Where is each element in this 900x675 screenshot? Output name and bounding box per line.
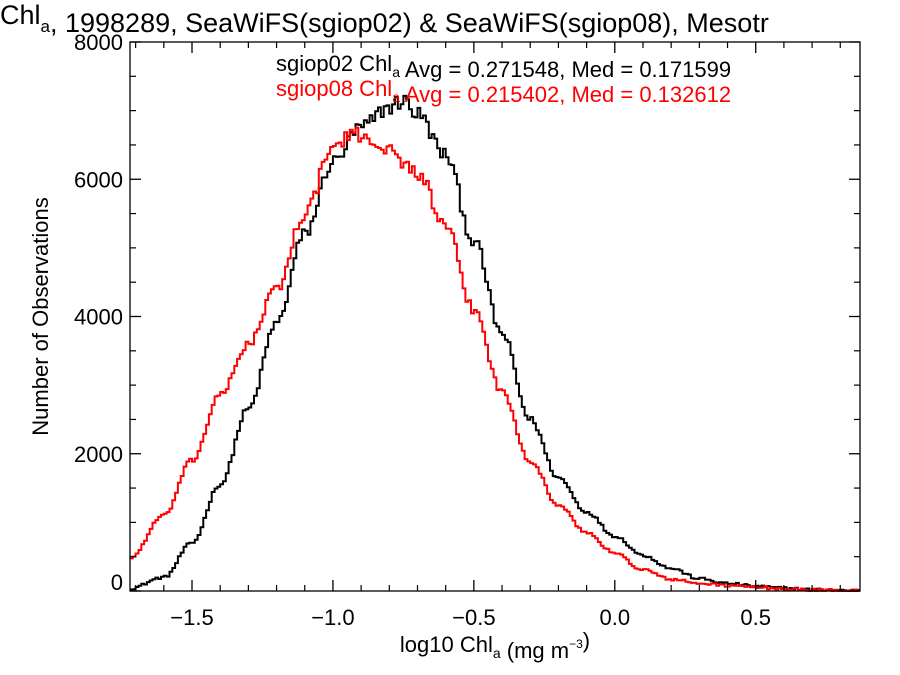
x-tick-label: −1.0 [311, 605, 354, 630]
x-axis-label: log10 Chla (mg m−3) [400, 628, 590, 663]
chart-title: Chla, 1998289, SeaWiFS(sgiop02) & SeaWiF… [0, 0, 769, 38]
series-line-sgiop08 [130, 126, 860, 592]
legend-annotation-sgiop02: sgiop02 Chla Avg = 0.271548, Med = 0.171… [276, 51, 731, 82]
axis-ticks [130, 41, 860, 592]
legend-annotation-sgiop08: sgiop08 Chla Avg = 0.215402, Med = 0.132… [276, 76, 731, 107]
plot-frame [129, 41, 861, 592]
x-tick-label: −1.5 [170, 605, 213, 630]
x-tick-label: −0.5 [452, 605, 495, 630]
series-lines [130, 94, 860, 592]
y-tick-label: 4000 [74, 305, 123, 330]
y-tick-label: 6000 [74, 167, 123, 192]
y-tick-label: 0 [111, 570, 123, 595]
x-tick-label: 0.0 [599, 605, 630, 630]
x-tick-label: 0.5 [740, 605, 771, 630]
axis-tick-labels: −1.5 −1.0 −0.5 0.0 0.5 0 2000 4000 6000 8000 [74, 30, 771, 630]
y-tick-label: 2000 [74, 442, 123, 467]
y-axis-label: Number of Observations [28, 197, 53, 435]
series-line-sgiop02 [130, 94, 860, 592]
y-tick-label: 8000 [74, 30, 123, 55]
